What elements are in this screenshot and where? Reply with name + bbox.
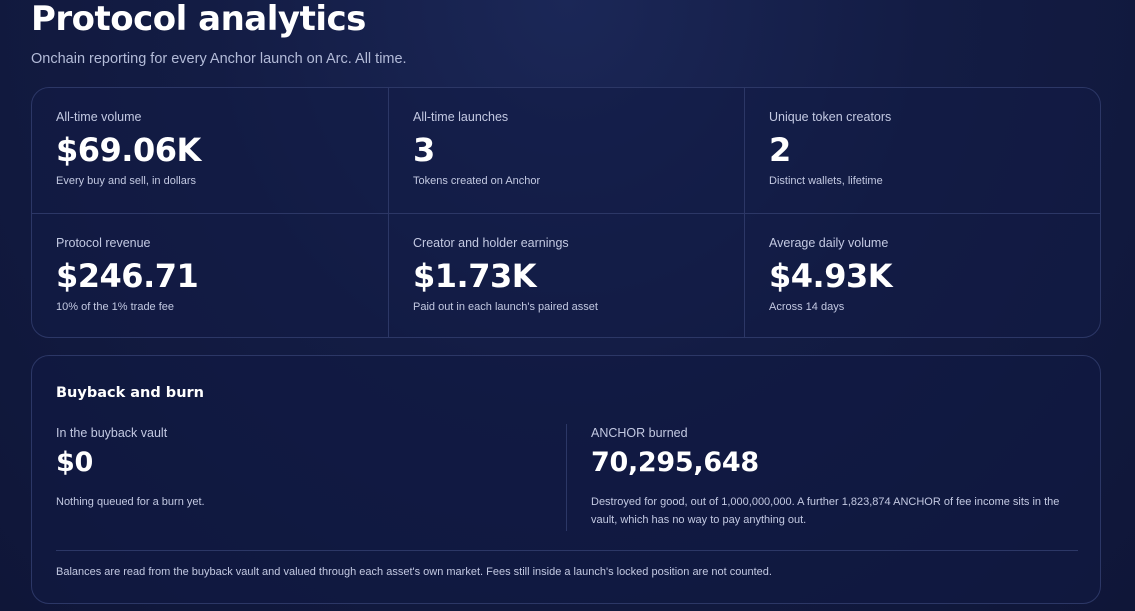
- stat-value: 3: [413, 131, 435, 169]
- stat-label: Protocol revenue: [56, 236, 151, 250]
- buyback-burn-title: Buyback and burn: [56, 385, 204, 401]
- stat-caption: Tokens created on Anchor: [413, 175, 541, 187]
- buyback-vault-block: In the buyback vault $0 Nothing queued f…: [56, 426, 556, 511]
- stat-label: All-time launches: [413, 110, 509, 124]
- buyback-vault-label: In the buyback vault: [56, 426, 168, 440]
- buyback-footnote: Balances are read from the buyback vault…: [56, 566, 772, 578]
- stat-label: Creator and holder earnings: [413, 236, 569, 250]
- stat-caption: 10% of the 1% trade fee: [56, 301, 175, 313]
- stat-value: $4.93K: [769, 257, 893, 295]
- buyback-vault-value: $0: [56, 447, 93, 478]
- buyback-vault-caption: Nothing queued for a burn yet.: [56, 496, 205, 508]
- stat-label: Average daily volume: [769, 236, 889, 250]
- stat-caption: Paid out in each launch's paired asset: [413, 301, 598, 313]
- stat-value: $246.71: [56, 257, 199, 295]
- anchor-burned-label: ANCHOR burned: [591, 426, 688, 440]
- stat-all-time-volume: All-time volume $69.06K Every buy and se…: [32, 88, 388, 213]
- stat-value: 2: [769, 131, 791, 169]
- stat-value: $1.73K: [413, 257, 537, 295]
- stat-caption: Distinct wallets, lifetime: [769, 175, 883, 187]
- page-title: Protocol analytics: [31, 0, 366, 39]
- anchor-burned-caption: Destroyed for good, out of 1,000,000,000…: [591, 496, 1060, 526]
- stat-all-time-launches: All-time launches 3 Tokens created on An…: [388, 88, 744, 213]
- stat-caption: Across 14 days: [769, 301, 845, 313]
- stat-value: $69.06K: [56, 131, 201, 169]
- stats-panel: All-time volume $69.06K Every buy and se…: [31, 87, 1101, 338]
- stat-average-daily-volume: Average daily volume $4.93K Across 14 da…: [744, 213, 1100, 337]
- anchor-burned-value: 70,295,648: [591, 447, 759, 478]
- stat-label: Unique token creators: [769, 110, 892, 124]
- anchor-burned-block: ANCHOR burned 70,295,648 Destroyed for g…: [591, 426, 1081, 529]
- stat-protocol-revenue: Protocol revenue $246.71 10% of the 1% t…: [32, 213, 388, 337]
- horizontal-divider: [56, 550, 1078, 551]
- stat-creator-holder-earnings: Creator and holder earnings $1.73K Paid …: [388, 213, 744, 337]
- stat-label: All-time volume: [56, 110, 142, 124]
- vertical-divider: [566, 424, 567, 531]
- buyback-burn-panel: Buyback and burn In the buyback vault $0…: [31, 355, 1101, 604]
- page-subtitle: Onchain reporting for every Anchor launc…: [31, 51, 407, 67]
- stat-caption: Every buy and sell, in dollars: [56, 175, 197, 187]
- stat-unique-token-creators: Unique token creators 2 Distinct wallets…: [744, 88, 1100, 213]
